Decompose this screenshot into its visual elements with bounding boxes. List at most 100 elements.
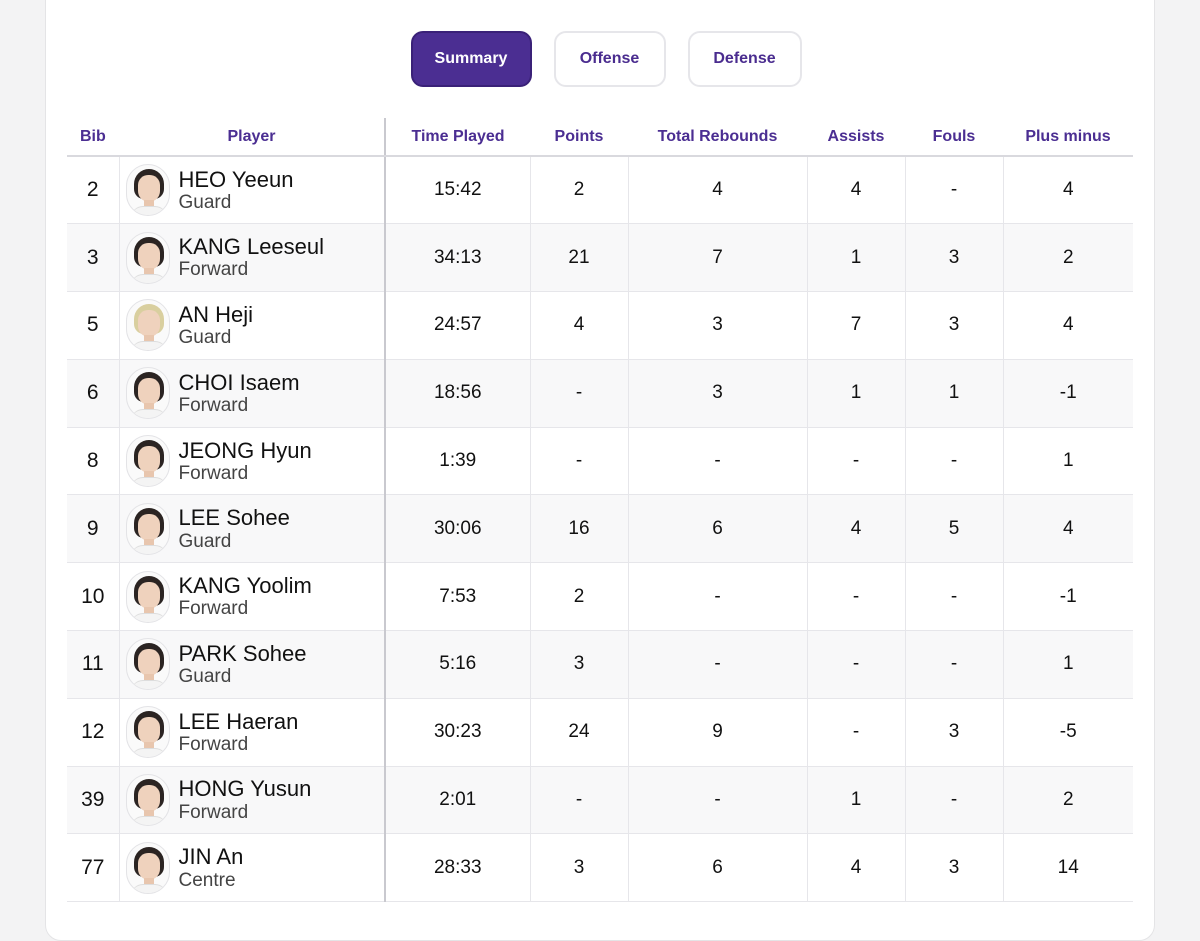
points-cell: 3 bbox=[530, 833, 629, 903]
player-position: Guard bbox=[178, 666, 232, 688]
player-name[interactable]: LEE Haeran bbox=[178, 708, 299, 734]
plus-minus-cell: 4 bbox=[1003, 291, 1133, 360]
rebounds-cell: 3 bbox=[628, 359, 808, 428]
player-cell[interactable]: KANG Leeseul Forward bbox=[119, 223, 386, 293]
player-cell[interactable]: AN Heji Guard bbox=[119, 291, 386, 360]
fouls-cell: 3 bbox=[905, 698, 1004, 767]
player-info: HONG Yusun Forward bbox=[125, 774, 385, 827]
player-avatar bbox=[125, 367, 170, 420]
player-cell[interactable]: CHOI Isaem Forward bbox=[119, 359, 386, 428]
points-cell: - bbox=[530, 427, 629, 496]
rebounds-cell: - bbox=[628, 427, 808, 496]
assists-cell: - bbox=[807, 427, 906, 496]
time-played-cell: 28:33 bbox=[385, 833, 531, 903]
player-cell[interactable]: JEONG Hyun Forward bbox=[119, 427, 386, 496]
plus-minus-cell: -1 bbox=[1003, 359, 1133, 428]
table-row[interactable]: 9 LEE Sohee Guard 30:06 16 6 4 5 4 bbox=[67, 494, 1133, 564]
column-header-assists: Assists bbox=[807, 118, 905, 157]
player-name[interactable]: AN Heji bbox=[178, 301, 254, 327]
player-name[interactable]: KANG Leeseul bbox=[178, 234, 325, 260]
bib-cell: 77 bbox=[67, 833, 120, 903]
player-info: JEONG Hyun Forward bbox=[125, 435, 385, 488]
rebounds-cell: 6 bbox=[628, 833, 808, 903]
player-cell[interactable]: PARK Sohee Guard bbox=[119, 630, 386, 699]
bib-cell: 3 bbox=[67, 223, 120, 293]
assists-cell: 4 bbox=[807, 156, 906, 225]
points-cell: 2 bbox=[530, 156, 629, 225]
player-cell[interactable]: LEE Sohee Guard bbox=[119, 494, 386, 564]
points-cell: - bbox=[530, 359, 629, 428]
player-position: Centre bbox=[178, 869, 236, 891]
player-avatar bbox=[125, 706, 170, 759]
tab-summary[interactable]: Summary bbox=[410, 31, 532, 87]
rebounds-cell: 3 bbox=[628, 291, 808, 360]
player-name[interactable]: CHOI Isaem bbox=[178, 369, 300, 395]
player-name[interactable]: PARK Sohee bbox=[178, 640, 307, 666]
points-cell: 2 bbox=[530, 562, 629, 632]
player-name[interactable]: JIN An bbox=[178, 844, 244, 870]
player-cell[interactable]: HEO Yeeun Guard bbox=[119, 156, 386, 225]
player-name[interactable]: HONG Yusun bbox=[178, 776, 312, 802]
bib-cell: 11 bbox=[67, 630, 120, 699]
plus-minus-cell: 1 bbox=[1003, 427, 1133, 496]
points-cell: 21 bbox=[530, 223, 629, 293]
bib-cell: 39 bbox=[67, 766, 120, 835]
points-cell: 16 bbox=[530, 494, 629, 564]
table-row[interactable]: 3 KANG Leeseul Forward 34:13 21 7 1 3 2 bbox=[67, 223, 1133, 293]
player-info: JIN An Centre bbox=[125, 841, 385, 894]
rebounds-cell: 9 bbox=[628, 698, 808, 767]
rebounds-cell: 6 bbox=[628, 494, 808, 564]
player-position: Forward bbox=[178, 598, 249, 620]
rebounds-cell: 7 bbox=[628, 223, 808, 293]
plus-minus-cell: 4 bbox=[1003, 156, 1133, 225]
bib-cell: 6 bbox=[67, 359, 120, 428]
column-header-points: Points bbox=[530, 118, 628, 157]
player-position: Forward bbox=[178, 259, 249, 281]
table-row[interactable]: 10 KANG Yoolim Forward 7:53 2- - - -1 bbox=[67, 562, 1133, 632]
table-row[interactable]: 12 LEE Haeran Forward 30:23 24 9-3 -5 bbox=[67, 698, 1133, 767]
player-position: Forward bbox=[178, 462, 249, 484]
player-position: Guard bbox=[178, 191, 232, 213]
tab-defense[interactable]: Defense bbox=[687, 31, 802, 87]
time-played-cell: 2:01 bbox=[385, 766, 531, 835]
player-info: PARK Sohee Guard bbox=[125, 638, 385, 691]
fouls-cell: 3 bbox=[905, 223, 1004, 293]
fouls-cell: - bbox=[905, 156, 1004, 225]
player-name[interactable]: KANG Yoolim bbox=[178, 573, 312, 599]
column-header-bib: Bib bbox=[67, 118, 119, 157]
assists-cell: 4 bbox=[807, 494, 906, 564]
table-row[interactable]: 11 PARK Sohee Guard 5:16 3- - -1 bbox=[67, 630, 1133, 699]
assists-cell: - bbox=[807, 562, 906, 632]
table-row[interactable]: 5 AN Heji Guard 24:57 4 3 7 3 4 bbox=[67, 291, 1133, 360]
player-cell[interactable]: LEE Haeran Forward bbox=[119, 698, 386, 767]
plus-minus-cell: -1 bbox=[1003, 562, 1133, 632]
player-name[interactable]: JEONG Hyun bbox=[178, 437, 312, 463]
player-position: Forward bbox=[178, 801, 249, 823]
player-name[interactable]: LEE Sohee bbox=[178, 505, 290, 531]
plus-minus-cell: 1 bbox=[1003, 630, 1133, 699]
player-position: Guard bbox=[178, 530, 232, 552]
points-cell: 24 bbox=[530, 698, 629, 767]
fouls-cell: - bbox=[905, 427, 1004, 496]
player-cell[interactable]: JIN An Centre bbox=[119, 833, 386, 903]
table-row[interactable]: 39 HONG Yusun Forward 2:01- -1-2 bbox=[67, 766, 1133, 835]
table-row[interactable]: 8 JEONG Hyun Forward 1:39- - - -1 bbox=[67, 427, 1133, 496]
player-cell[interactable]: HONG Yusun Forward bbox=[119, 766, 386, 835]
assists-cell: 1 bbox=[807, 766, 906, 835]
time-played-cell: 15:42 bbox=[385, 156, 531, 225]
table-row[interactable]: 77 JIN An Centre 28:33 3 6 4 3 14 bbox=[67, 833, 1133, 903]
tab-offense[interactable]: Offense bbox=[553, 31, 666, 87]
player-avatar bbox=[125, 841, 170, 894]
box-score-table: Bib Player Time Played Points Total Rebo… bbox=[67, 118, 1133, 903]
plus-minus-cell: 14 bbox=[1003, 833, 1133, 903]
column-header-total-rebounds: Total Rebounds bbox=[628, 118, 807, 157]
player-name[interactable]: HEO Yeeun bbox=[178, 166, 294, 192]
table-row[interactable]: 6 CHOI Isaem Forward 18:56-3 1 1 -1 bbox=[67, 359, 1133, 428]
player-info: HEO Yeeun Guard bbox=[125, 164, 385, 217]
time-played-cell: 18:56 bbox=[385, 359, 531, 428]
table-row[interactable]: 2 HEO Yeeun Guard 15:42 2 4 4-4 bbox=[67, 156, 1133, 225]
bib-cell: 12 bbox=[67, 698, 120, 767]
table-header: Bib Player Time Played Points Total Rebo… bbox=[67, 118, 1133, 157]
player-cell[interactable]: KANG Yoolim Forward bbox=[119, 562, 386, 632]
plus-minus-cell: 4 bbox=[1003, 494, 1133, 564]
